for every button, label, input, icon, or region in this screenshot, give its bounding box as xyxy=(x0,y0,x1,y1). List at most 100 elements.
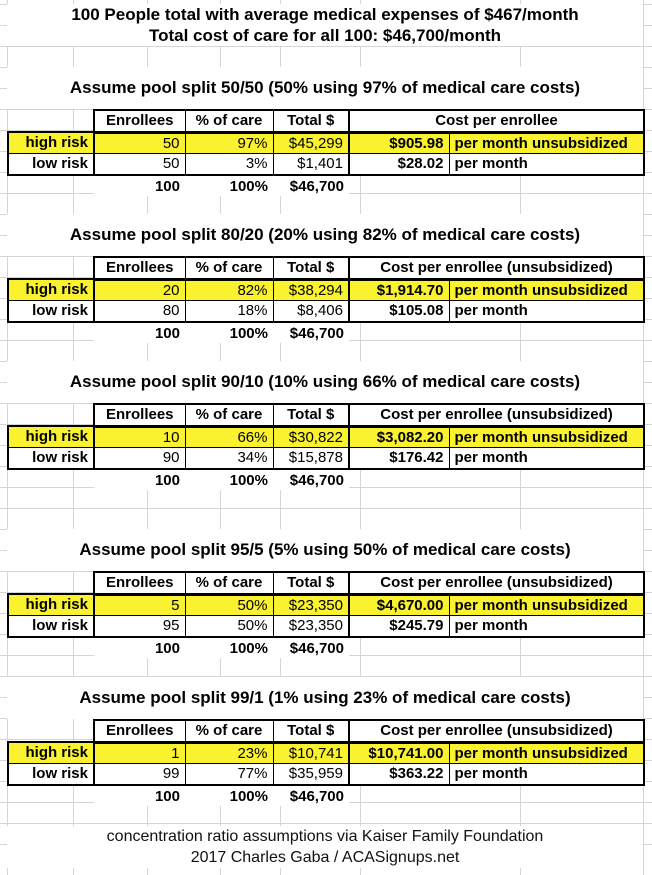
main-title-band: 100 People total with average medical ex… xyxy=(7,4,643,46)
total-pct-care: 100% xyxy=(185,785,273,806)
totals-row: 100 100% $46,700 xyxy=(8,637,644,658)
low-risk-cost: $245.79 xyxy=(348,614,450,638)
high-risk-total: $23,350 xyxy=(272,593,350,616)
totals-row: 100 100% $46,700 xyxy=(8,469,644,490)
high-risk-row: high risk 10 66% $30,822 $3,082.20 per m… xyxy=(7,425,645,448)
total-enrollees: 100 xyxy=(94,469,185,490)
total-pct-care: 100% xyxy=(185,637,273,658)
high-risk-pct-care: 97% xyxy=(184,131,274,154)
total-enrollees: 100 xyxy=(94,322,185,343)
low-risk-row: low risk 95 50% $23,350 $245.79 per mont… xyxy=(7,614,645,638)
high-risk-enrollees: 10 xyxy=(93,425,186,448)
low-risk-row: low risk 99 77% $35,959 $363.22 per mont… xyxy=(7,762,645,786)
col-header-cost-per-enrollee: Cost per enrollee (unsubsidized) xyxy=(348,403,645,428)
low-risk-pct-care: 18% xyxy=(184,299,274,323)
high-risk-total: $30,822 xyxy=(272,425,350,448)
row-label-low-risk: low risk xyxy=(7,446,95,470)
low-risk-total: $15,878 xyxy=(272,446,350,470)
low-risk-total: $8,406 xyxy=(272,299,350,323)
table-header-row: Enrollees % of care Total $ Cost per enr… xyxy=(8,256,645,281)
footer-attribution-source: concentration ratio assumptions via Kais… xyxy=(106,828,544,845)
total-dollars: $46,700 xyxy=(273,469,349,490)
low-risk-unit: per month xyxy=(448,762,645,786)
pool-table-90-10: Enrollees % of care Total $ Cost per enr… xyxy=(7,403,645,490)
col-header-total: Total $ xyxy=(272,256,350,281)
pool-table-99-1: Enrollees % of care Total $ Cost per enr… xyxy=(7,719,645,806)
table-header-row: Enrollees % of care Total $ Cost per enr… xyxy=(8,571,645,596)
high-risk-cost: $10,741.00 xyxy=(348,741,450,764)
high-risk-pct-care: 82% xyxy=(184,278,274,301)
section-50-50-title: Assume pool split 50/50 (50% using 97% o… xyxy=(7,67,643,109)
col-header-enrollees: Enrollees xyxy=(93,109,186,134)
row-label-high-risk: high risk xyxy=(7,131,95,154)
pool-table-95-5: Enrollees % of care Total $ Cost per enr… xyxy=(7,571,645,658)
total-enrollees: 100 xyxy=(94,637,185,658)
row-label-high-risk: high risk xyxy=(7,425,95,448)
col-header-enrollees: Enrollees xyxy=(93,256,186,281)
row-label-high-risk: high risk xyxy=(7,593,95,616)
col-header-enrollees: Enrollees xyxy=(93,403,186,428)
col-header-pct-care: % of care xyxy=(184,403,274,428)
corner-cell xyxy=(8,720,94,742)
low-risk-enrollees: 95 xyxy=(93,614,186,638)
low-risk-total: $1,401 xyxy=(272,152,350,176)
high-risk-cost: $3,082.20 xyxy=(348,425,450,448)
high-risk-row: high risk 5 50% $23,350 $4,670.00 per mo… xyxy=(7,593,645,616)
low-risk-enrollees: 80 xyxy=(93,299,186,323)
pool-table-80-20: Enrollees % of care Total $ Cost per enr… xyxy=(7,256,645,343)
col-header-enrollees: Enrollees xyxy=(93,719,186,744)
low-risk-row: low risk 80 18% $8,406 $105.08 per month xyxy=(7,299,645,323)
footer-attribution-author: 2017 Charles Gaba / ACASignups.net xyxy=(190,849,460,866)
col-header-total: Total $ xyxy=(272,109,350,134)
row-label-high-risk: high risk xyxy=(7,278,95,301)
totals-row: 100 100% $46,700 xyxy=(8,175,644,196)
totals-row: 100 100% $46,700 xyxy=(8,785,644,806)
total-pct-care: 100% xyxy=(185,175,273,196)
high-risk-enrollees: 5 xyxy=(93,593,186,616)
low-risk-pct-care: 50% xyxy=(184,614,274,638)
row-label-high-risk: high risk xyxy=(7,741,95,764)
low-risk-unit: per month xyxy=(448,446,645,470)
col-header-total: Total $ xyxy=(272,719,350,744)
row-label-low-risk: low risk xyxy=(7,614,95,638)
total-enrollees: 100 xyxy=(94,175,185,196)
high-risk-unit: per month unsubsidized xyxy=(448,425,645,448)
high-risk-total: $10,741 xyxy=(272,741,350,764)
high-risk-pct-care: 66% xyxy=(184,425,274,448)
section-99-1-title: Assume pool split 99/1 (1% using 23% of … xyxy=(7,677,643,719)
total-dollars: $46,700 xyxy=(273,637,349,658)
row-label-low-risk: low risk xyxy=(7,152,95,176)
high-risk-pct-care: 23% xyxy=(184,741,274,764)
high-risk-pct-care: 50% xyxy=(184,593,274,616)
low-risk-pct-care: 3% xyxy=(184,152,274,176)
high-risk-row: high risk 50 97% $45,299 $905.98 per mon… xyxy=(7,131,646,154)
col-header-enrollees: Enrollees xyxy=(93,571,186,596)
row-label-low-risk: low risk xyxy=(7,299,95,323)
low-risk-cost: $105.08 xyxy=(348,299,450,323)
high-risk-enrollees: 50 xyxy=(93,131,186,154)
low-risk-cost: $363.22 xyxy=(348,762,450,786)
high-risk-unit: per month unsubsidized xyxy=(448,593,645,616)
pool-table-50-50: Enrollees % of care Total $ Cost per enr… xyxy=(7,109,646,196)
high-risk-row: high risk 1 23% $10,741 $10,741.00 per m… xyxy=(7,741,645,764)
low-risk-unit: per month xyxy=(448,299,645,323)
footer-band: concentration ratio assumptions via Kais… xyxy=(7,826,643,868)
col-header-pct-care: % of care xyxy=(184,109,274,134)
high-risk-unit: per month unsubsidized xyxy=(448,741,645,764)
high-risk-total: $38,294 xyxy=(272,278,350,301)
low-risk-pct-care: 77% xyxy=(184,762,274,786)
table-header-row: Enrollees % of care Total $ Cost per enr… xyxy=(8,403,645,428)
col-header-cost-per-enrollee: Cost per enrollee xyxy=(347,109,646,134)
col-header-pct-care: % of care xyxy=(184,256,274,281)
high-risk-cost: $4,670.00 xyxy=(348,593,450,616)
high-risk-total: $45,299 xyxy=(272,131,350,154)
total-enrollees: 100 xyxy=(94,785,185,806)
total-dollars: $46,700 xyxy=(273,785,349,806)
high-risk-row: high risk 20 82% $38,294 $1,914.70 per m… xyxy=(7,278,645,301)
totals-row: 100 100% $46,700 xyxy=(8,322,644,343)
low-risk-row: low risk 90 34% $15,878 $176.42 per mont… xyxy=(7,446,645,470)
row-label-low-risk: low risk xyxy=(7,762,95,786)
corner-cell xyxy=(8,572,94,594)
total-pct-care: 100% xyxy=(185,469,273,490)
low-risk-pct-care: 34% xyxy=(184,446,274,470)
